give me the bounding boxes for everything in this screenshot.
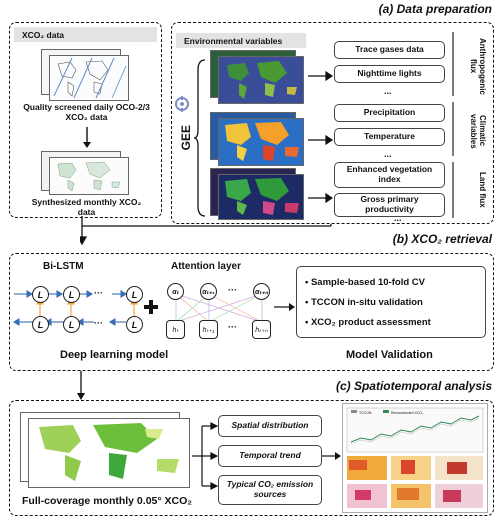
alpha-node: αₜ <box>167 283 184 300</box>
plus-icon <box>144 300 158 314</box>
model-to-validation-arrow <box>274 303 295 311</box>
validation-item-label: XCO₂ product assessment <box>310 317 431 328</box>
validation-item-label: TCCON in-situ validation <box>310 297 423 308</box>
precipitation-box: Precipitation <box>334 104 445 122</box>
full-coverage-map <box>28 418 190 488</box>
env-variables-header: Environmental variables <box>176 33 306 48</box>
lstm-node: L <box>32 316 49 333</box>
daily-orbit-map <box>49 55 129 101</box>
env-arrows <box>308 70 334 204</box>
nighttime-lights-box: Nighttime lights <box>334 65 445 83</box>
section-title-b: (b) XCO₂ retrieval <box>392 232 492 246</box>
alpha-node: αₜ₊ₙ <box>253 283 270 300</box>
full-coverage-caption: Full-coverage monthly 0.05° XCO₂ <box>22 495 192 507</box>
monthly-caption: Synthesized monthly XCO₂ data <box>31 197 142 217</box>
gee-label: GEE <box>179 125 193 151</box>
hidden-state-node: hₜ₊ₙ <box>252 320 271 339</box>
gee-logo-icon <box>174 96 190 112</box>
validation-item: • Sample-based 10-fold CV <box>305 277 425 288</box>
section-title-a: (a) Data preparation <box>378 2 492 16</box>
section-title-c: (c) Spatiotemporal analysis <box>335 379 492 393</box>
validation-box: • Sample-based 10-fold CV • TCCON in-sit… <box>296 266 486 338</box>
spatial-distribution-box: Spatial distribution <box>218 415 322 437</box>
xco2-data-panel: XCO₂ data Quality screened daily OCO-2/3… <box>9 22 162 218</box>
attention-label: Attention layer <box>171 261 242 272</box>
temperature-box: Temperature <box>334 128 445 146</box>
climatic-more: ... <box>384 149 392 159</box>
b-to-c-arrow <box>77 371 85 400</box>
results-thumbnail: TCCON Reconstructed XCO₂ <box>342 403 488 513</box>
validation-item: • TCCON in-situ validation <box>305 297 423 308</box>
daily-caption: Quality screened daily OCO-2/3 XCO₂ data <box>23 102 150 122</box>
analysis-bracket <box>192 422 218 490</box>
emission-sources-box: Typical CO₂ emission sources <box>218 475 322 505</box>
anthropogenic-map <box>218 56 304 104</box>
a-to-b-connector <box>80 216 332 246</box>
bilstm-label: Bi-LSTM <box>43 261 84 272</box>
monthly-map <box>49 157 129 195</box>
land-flux-more: ... <box>394 213 402 223</box>
lstm-dots: ··· <box>94 318 103 328</box>
analysis-panel <box>9 400 494 516</box>
gee-brace <box>194 59 206 217</box>
temporal-trend-box: Temporal trend <box>218 445 322 467</box>
land-flux-label: Land flux <box>478 172 487 208</box>
validation-item-label: Sample-based 10-fold CV <box>310 277 425 288</box>
down-arrow-icon <box>83 127 91 148</box>
model-validation-caption: Model Validation <box>346 349 433 361</box>
lstm-node: L <box>63 286 80 303</box>
land-flux-map <box>218 174 304 220</box>
lstm-node: L <box>126 286 143 303</box>
xco2-data-header: XCO₂ data <box>14 27 157 42</box>
lstm-dots: ··· <box>94 288 103 298</box>
hidden-dots: ··· <box>228 322 237 332</box>
evi-box: Enhanced vegetation index <box>334 162 445 188</box>
anthropogenic-more: ... <box>384 86 392 96</box>
lstm-node: L <box>126 316 143 333</box>
climatic-map <box>218 118 304 166</box>
trace-gases-box: Trace gases data <box>334 41 445 59</box>
hidden-state-node: hₜ <box>166 320 185 339</box>
alpha-node: αₜ₊₁ <box>200 283 217 300</box>
lstm-node: L <box>63 316 80 333</box>
hidden-state-node: hₜ₊₁ <box>199 320 218 339</box>
analysis-to-results-arrow <box>322 452 341 460</box>
retrieval-panel <box>9 253 494 371</box>
group-separators <box>452 32 454 218</box>
env-variables-panel: Environmental variables <box>171 22 494 224</box>
deep-learning-caption: Deep learning model <box>60 349 169 361</box>
lstm-node: L <box>32 286 49 303</box>
climatic-variables-label: Climatic variables <box>469 113 487 149</box>
anthropogenic-flux-label: Anthropogenic flux <box>469 37 487 95</box>
legend-reconstructed: Reconstructed XCO₂ <box>391 411 424 415</box>
alpha-dots: ··· <box>228 285 237 295</box>
gpp-box: Gross primary productivity <box>334 193 445 217</box>
validation-item: • XCO₂ product assessment <box>305 317 431 328</box>
legend-tccon: TCCON <box>359 411 372 415</box>
